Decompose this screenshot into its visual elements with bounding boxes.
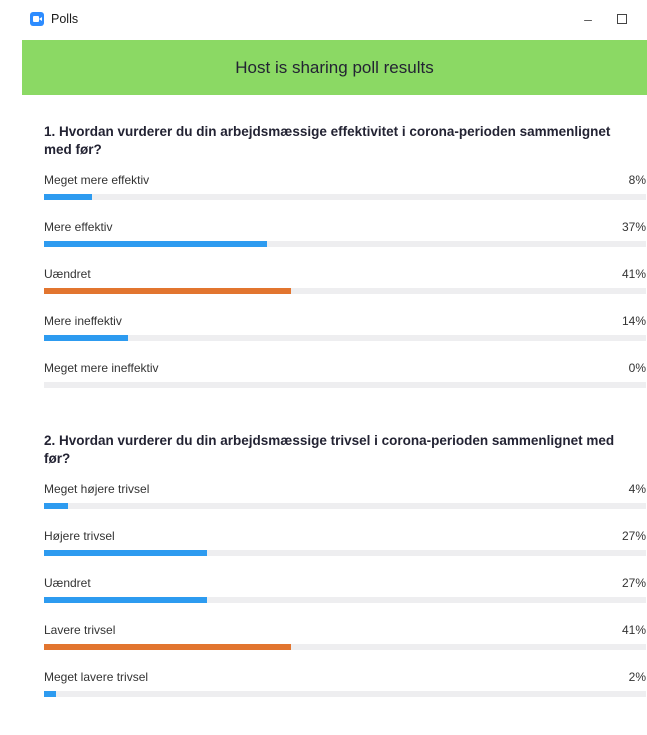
zoom-camera-icon: [30, 12, 44, 26]
result-bar-track: [44, 691, 646, 697]
answer-percent: 41%: [621, 267, 646, 281]
result-bar-track: [44, 550, 646, 556]
result-bar-fill: [44, 644, 291, 650]
answer-row: Mere ineffektiv 14%: [44, 314, 646, 361]
window-titlebar: Polls – ✕: [22, 0, 647, 40]
result-bar-fill: [44, 691, 57, 697]
answer-row: Uændret 41%: [44, 267, 646, 314]
result-bar-fill: [44, 550, 207, 556]
result-bar-fill: [44, 597, 207, 603]
result-bar-track: [44, 288, 646, 294]
answer-percent: 37%: [621, 220, 646, 234]
answer-percent: 27%: [621, 576, 646, 590]
answer-percent: 4%: [628, 482, 646, 496]
answer-percent: 0%: [628, 361, 646, 375]
maximize-button[interactable]: [608, 6, 636, 32]
answer-percent: 27%: [621, 529, 646, 543]
close-button[interactable]: ✕: [639, 6, 647, 32]
answer-percent: 8%: [628, 173, 646, 187]
result-bar-track: [44, 597, 646, 603]
banner-text: Host is sharing poll results: [235, 58, 434, 77]
result-bar-track: [44, 241, 646, 247]
result-bar-track: [44, 194, 646, 200]
answer-row: Meget højere trivsel 4%: [44, 482, 646, 529]
answer-percent: 14%: [621, 314, 646, 328]
answer-label: Meget mere effektiv: [44, 173, 150, 187]
answer-label: Meget lavere trivsel: [44, 670, 149, 684]
answer-label: Højere trivsel: [44, 529, 115, 543]
result-bar-fill: [44, 194, 93, 200]
window-title: Polls: [51, 12, 79, 26]
answer-percent: 2%: [628, 670, 646, 684]
result-bar-track: [44, 644, 646, 650]
question-title: 1. Hvordan vurderer du din arbejdsmæssig…: [44, 124, 611, 157]
sharing-banner: Host is sharing poll results: [22, 40, 647, 95]
answer-label: Uændret: [44, 576, 91, 590]
answer-label: Mere ineffektiv: [44, 314, 122, 328]
answer-row: Højere trivsel 27%: [44, 529, 646, 576]
answer-row: Meget lavere trivsel 2%: [44, 670, 646, 717]
answer-label: Lavere trivsel: [44, 623, 116, 637]
result-bar-track: [44, 382, 646, 388]
answer-row: Meget mere effektiv 8%: [44, 173, 646, 220]
result-bar-fill: [44, 335, 129, 341]
minimize-button[interactable]: –: [584, 11, 592, 27]
answer-label: Meget højere trivsel: [44, 482, 150, 496]
maximize-icon: [617, 14, 627, 24]
result-bar-fill: [44, 288, 291, 294]
answer-row: Lavere trivsel 41%: [44, 623, 646, 670]
poll-results: 1. Hvordan vurderer du din arbejdsmæssig…: [44, 95, 646, 717]
answer-row: Meget mere ineffektiv 0%: [44, 361, 646, 408]
answer-label: Meget mere ineffektiv: [44, 361, 159, 375]
answer-percent: 41%: [621, 623, 646, 637]
result-bar-fill: [44, 241, 267, 247]
answer-label: Mere effektiv: [44, 220, 113, 234]
answer-label: Uændret: [44, 267, 91, 281]
result-bar-track: [44, 335, 646, 341]
answer-row: Mere effektiv 37%: [44, 220, 646, 267]
question-title: 2. Hvordan vurderer du din arbejdsmæssig…: [44, 433, 615, 466]
result-bar-fill: [44, 503, 69, 509]
answer-row: Uændret 27%: [44, 576, 646, 623]
result-bar-track: [44, 503, 646, 509]
